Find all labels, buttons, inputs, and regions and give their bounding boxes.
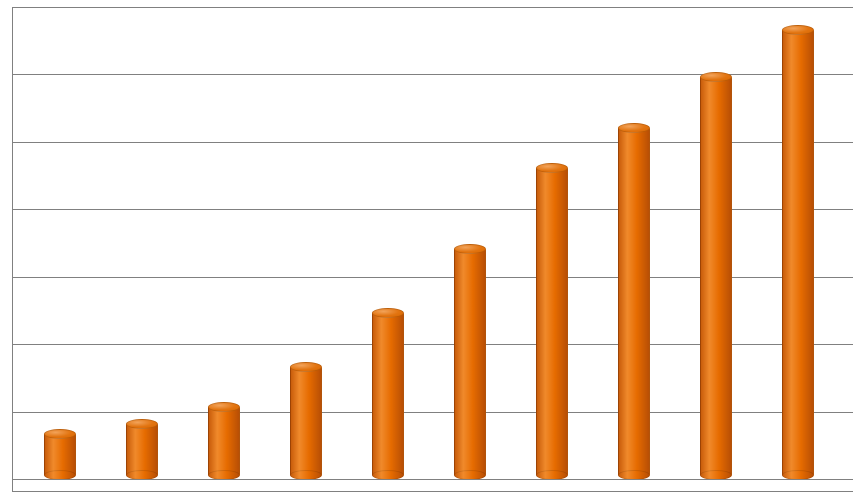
bar bbox=[536, 163, 568, 480]
x-axis-front-line bbox=[12, 491, 853, 492]
bar-body bbox=[782, 30, 814, 475]
bar-body bbox=[700, 77, 732, 475]
bars-container bbox=[12, 8, 853, 480]
bar-body bbox=[372, 313, 404, 475]
bar-body bbox=[44, 434, 76, 475]
bar-body bbox=[454, 249, 486, 475]
bar-body bbox=[208, 407, 240, 475]
bar bbox=[372, 308, 404, 480]
plot-area bbox=[12, 8, 853, 492]
bar-top-cap bbox=[618, 123, 650, 133]
bar-body bbox=[126, 424, 158, 475]
bar bbox=[290, 362, 322, 480]
x-axis-back-line bbox=[12, 479, 853, 480]
bar bbox=[208, 402, 240, 480]
bar-chart bbox=[0, 0, 865, 500]
bar bbox=[700, 72, 732, 480]
bar bbox=[618, 123, 650, 480]
bar-body bbox=[618, 128, 650, 475]
bar bbox=[44, 429, 76, 480]
bar-top-cap bbox=[782, 25, 814, 35]
bar-top-cap bbox=[290, 362, 322, 372]
bar-body bbox=[536, 168, 568, 475]
bar-top-cap bbox=[454, 244, 486, 254]
bar bbox=[782, 25, 814, 480]
bar bbox=[454, 244, 486, 480]
bar-top-cap bbox=[372, 308, 404, 318]
bar bbox=[126, 419, 158, 480]
bar-top-cap bbox=[700, 72, 732, 82]
bar-body bbox=[290, 367, 322, 475]
